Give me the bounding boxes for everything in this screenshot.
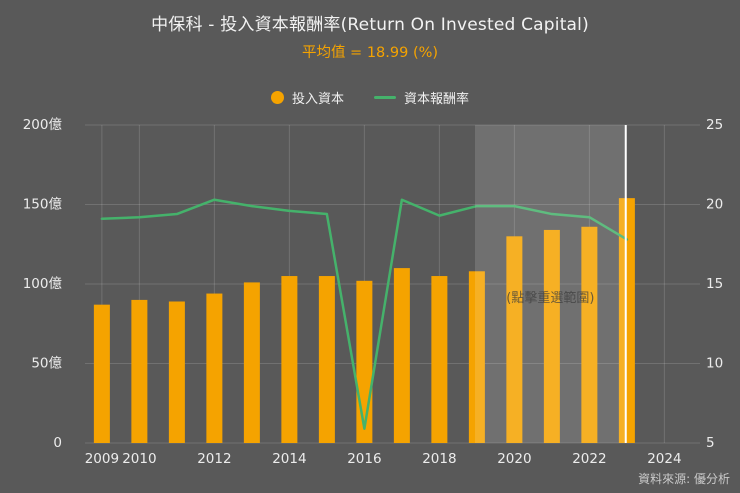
line-series-swatch-icon <box>374 96 396 99</box>
x-axis-tick: 2010 <box>122 451 156 467</box>
right-axis-tick: 5 <box>706 435 715 451</box>
legend: 投入資本 資本報酬率 <box>0 88 740 107</box>
x-axis-tick: 2024 <box>647 451 681 467</box>
left-axis-tick: 100億 <box>23 276 63 292</box>
legend-item-roic[interactable]: 資本報酬率 <box>374 88 469 107</box>
bar-2012[interactable] <box>206 293 223 443</box>
x-axis-tick: 2009 <box>85 451 119 467</box>
bar-2017[interactable] <box>393 268 410 443</box>
right-axis-tick: 20 <box>706 197 723 213</box>
data-source: 資料來源: 優分析 <box>638 472 730 486</box>
selection-hint: (點擊重選範圍) <box>506 290 594 306</box>
x-axis-tick: 2016 <box>347 451 381 467</box>
bar-2021[interactable] <box>543 229 560 443</box>
roic-line <box>100 198 629 430</box>
left-axis-tick: 150億 <box>23 197 63 213</box>
bar-2011[interactable] <box>168 301 185 443</box>
bar-2020[interactable] <box>506 236 523 443</box>
left-axis-tick: 50億 <box>31 356 62 372</box>
x-axis-tick: 2012 <box>197 451 231 467</box>
bar-2023[interactable] <box>618 198 635 443</box>
bar-2010[interactable] <box>131 299 148 443</box>
selection-region[interactable] <box>475 125 626 443</box>
left-axis-tick: 0 <box>53 435 62 451</box>
bar-2016[interactable] <box>356 280 373 443</box>
right-axis-tick: 25 <box>706 117 723 133</box>
legend-label-roic: 資本報酬率 <box>404 92 470 107</box>
right-axis-tick: 15 <box>706 276 723 292</box>
x-axis-tick: 2018 <box>422 451 456 467</box>
x-axis-tick: 2014 <box>272 451 306 467</box>
x-axis-tick: 2022 <box>572 451 606 467</box>
bar-2015[interactable] <box>318 276 335 443</box>
bar-2022[interactable] <box>581 226 598 443</box>
x-axis-tick: 2020 <box>497 451 531 467</box>
bar-2013[interactable] <box>243 282 260 443</box>
right-axis-tick: 10 <box>706 356 723 372</box>
legend-item-invested-capital[interactable]: 投入資本 <box>270 88 344 107</box>
bar-series-swatch-icon <box>270 91 284 104</box>
left-axis-tick: 200億 <box>23 117 63 133</box>
bar-2018[interactable] <box>431 276 448 443</box>
bar-2019[interactable] <box>468 271 485 443</box>
legend-label-invested-capital: 投入資本 <box>291 92 344 107</box>
bar-2009[interactable] <box>93 304 110 443</box>
chart-title: 中保科 - 投入資本報酬率(Return On Invested Capital… <box>151 15 589 35</box>
chart-subtitle: 平均值 = 18.99 (%) <box>301 45 439 61</box>
bar-2014[interactable] <box>281 276 298 443</box>
